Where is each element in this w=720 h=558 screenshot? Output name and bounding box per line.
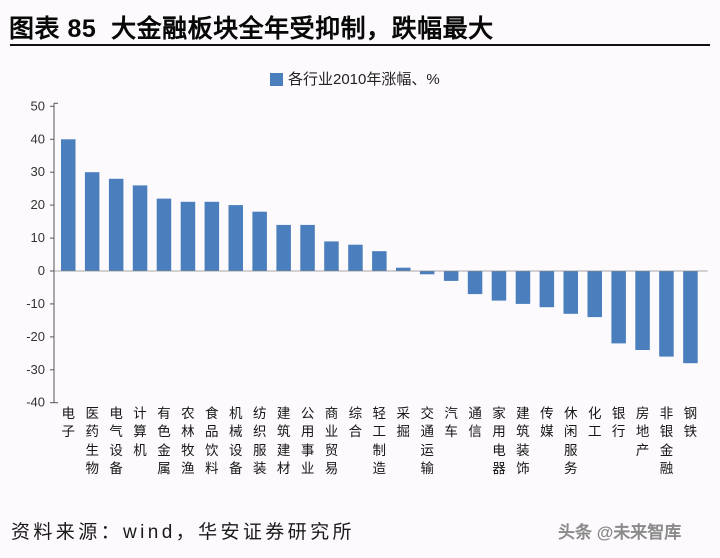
svg-text:-20: -20 <box>26 329 45 344</box>
svg-text:20: 20 <box>31 197 45 212</box>
svg-text:-30: -30 <box>26 362 45 377</box>
svg-text:40: 40 <box>31 131 45 146</box>
svg-text:50: 50 <box>31 98 45 113</box>
svg-text:10: 10 <box>31 230 45 245</box>
svg-text:0: 0 <box>38 263 45 278</box>
svg-text:-10: -10 <box>26 296 45 311</box>
svg-text:-40: -40 <box>26 395 45 410</box>
svg-text:30: 30 <box>31 164 45 179</box>
